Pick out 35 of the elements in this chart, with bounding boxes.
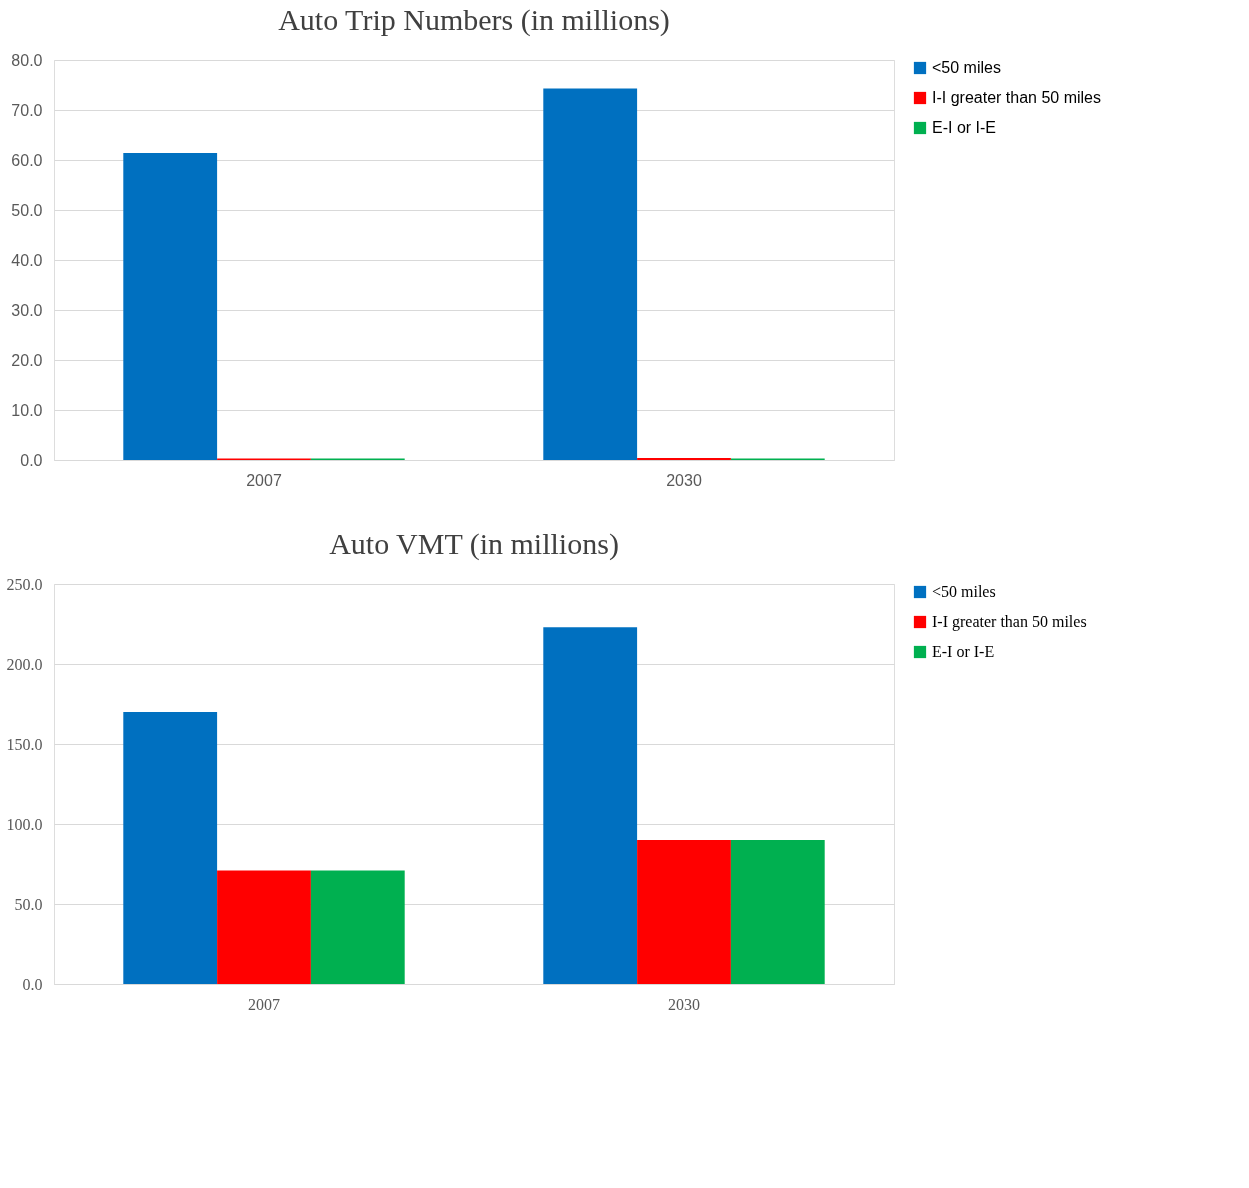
y-tick-label: 40.0 xyxy=(11,251,43,269)
x-tick-label: 2007 xyxy=(246,471,282,489)
bar xyxy=(123,712,218,984)
legend-label: E-I or I-E xyxy=(932,119,997,136)
y-tick-label: 30.0 xyxy=(11,301,43,319)
y-tick-label: 70.0 xyxy=(11,101,43,119)
legend-label: E-I or I-E xyxy=(932,643,995,660)
legend-label: <50 miles xyxy=(932,583,996,600)
bar xyxy=(543,88,638,460)
x-tick-label: 2007 xyxy=(248,995,280,1013)
y-tick-label: 200.0 xyxy=(6,655,43,673)
y-tick-label: 100.0 xyxy=(6,815,43,833)
bar xyxy=(637,840,731,984)
y-tick-label: 50.0 xyxy=(11,201,43,219)
y-tick-label: 50.0 xyxy=(14,895,43,913)
bar xyxy=(730,840,825,984)
y-tick-label: 150.0 xyxy=(6,735,43,753)
y-tick-label: 10.0 xyxy=(11,401,43,419)
legend-label: <50 miles xyxy=(932,59,1001,76)
legend-label: I-I greater than 50 miles xyxy=(932,89,1101,106)
y-tick-label: 0.0 xyxy=(20,451,43,469)
chart-title: Auto VMT (in millions) xyxy=(329,527,619,561)
y-tick-label: 60.0 xyxy=(11,151,43,169)
bar xyxy=(217,870,311,984)
y-tick-label: 80.0 xyxy=(11,51,43,69)
legend-label: I-I greater than 50 miles xyxy=(932,613,1087,631)
y-tick-label: 250.0 xyxy=(6,575,43,593)
bar xyxy=(543,627,638,984)
bar xyxy=(123,153,218,460)
y-tick-label: 0.0 xyxy=(22,975,43,993)
chart-title: Auto Trip Numbers (in millions) xyxy=(278,3,670,37)
x-tick-label: 2030 xyxy=(668,995,700,1013)
x-tick-label: 2030 xyxy=(666,471,702,489)
y-tick-label: 20.0 xyxy=(11,351,43,369)
bar xyxy=(310,870,405,984)
